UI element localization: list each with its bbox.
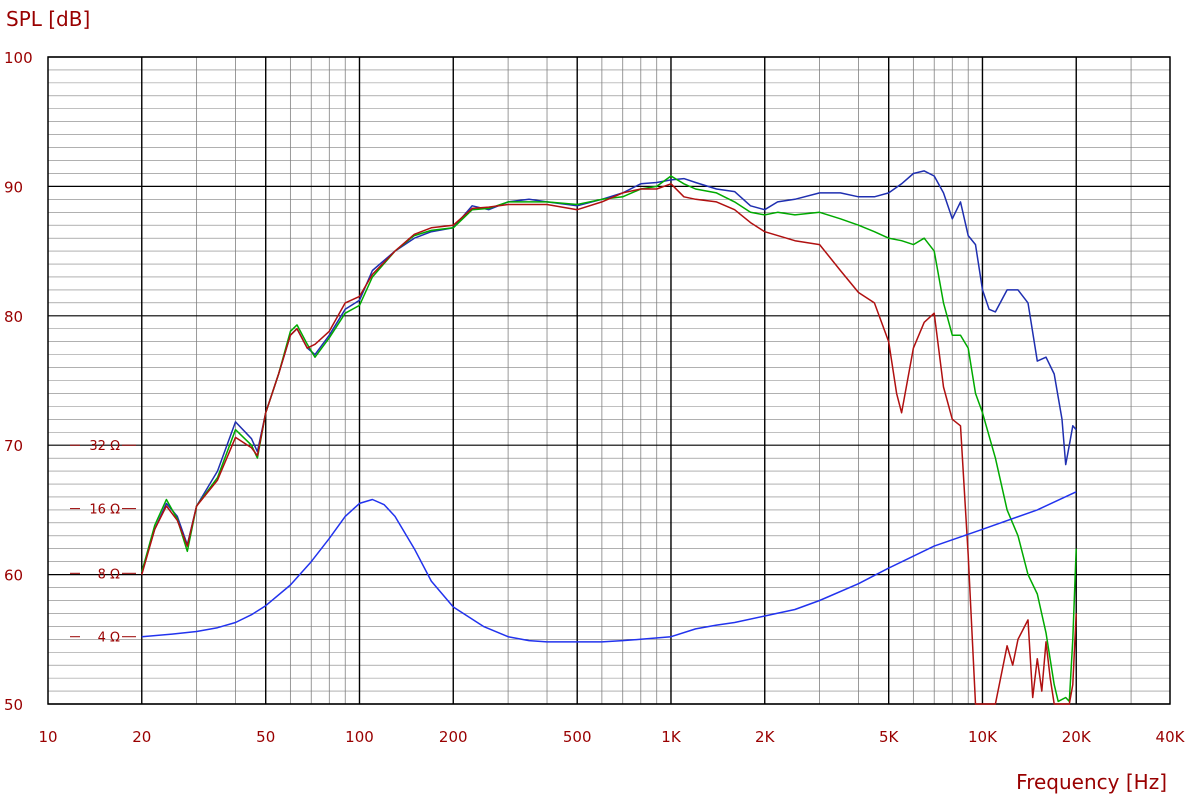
- y-tick-label: 100: [4, 49, 33, 67]
- x-tick-label: 20: [132, 728, 151, 746]
- x-tick-labels: 10 20 50 100 200 500 1K 2K 5K 10K 20K 40K: [38, 728, 1185, 746]
- x-tick-label: 2K: [755, 728, 776, 746]
- x-tick-label: 500: [563, 728, 592, 746]
- x-tick-label: 1K: [661, 728, 682, 746]
- y-tick-label: 60: [4, 567, 23, 585]
- impedance-labels: 4 Ω 8 Ω 16 Ω 32 Ω: [70, 439, 136, 646]
- x-tick-label: 5K: [879, 728, 900, 746]
- x-tick-label: 10K: [968, 728, 998, 746]
- x-tick-label: 200: [439, 728, 468, 746]
- y-axis-label: SPL [dB]: [6, 7, 90, 31]
- y-tick-label: 70: [4, 437, 23, 455]
- series-layer: [141, 170, 1077, 705]
- y-tick-label: 50: [4, 696, 23, 714]
- impedance-tick-label: 16 Ω: [89, 503, 120, 518]
- y-tick-label: 90: [4, 178, 23, 196]
- plot-frame: [47, 56, 1171, 705]
- x-tick-label: 100: [345, 728, 374, 746]
- y-tick-labels: 50 60 70 80 90 100: [4, 49, 33, 714]
- x-tick-label: 10: [38, 728, 57, 746]
- series-line-4: [141, 491, 1077, 643]
- impedance-tick-label: 32 Ω: [89, 439, 120, 454]
- x-tick-label: 40K: [1156, 728, 1186, 746]
- y-tick-label: 80: [4, 308, 23, 326]
- x-axis-label: Frequency [Hz]: [1016, 770, 1167, 794]
- x-tick-label: 50: [256, 728, 275, 746]
- impedance-tick-label: 4 Ω: [98, 631, 120, 646]
- x-tick-label: 20K: [1062, 728, 1092, 746]
- series-line-3: [141, 183, 1077, 705]
- impedance-tick-label: 8 Ω: [98, 567, 120, 582]
